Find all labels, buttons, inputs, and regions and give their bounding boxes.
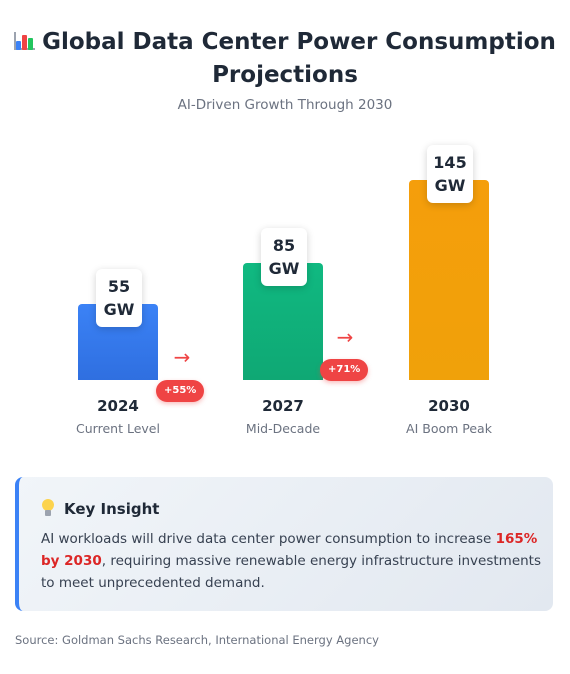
category-sublabel: Current Level: [76, 421, 160, 436]
insight-text-after: , requiring massive renewable energy inf…: [41, 553, 542, 591]
category-sublabel: AI Boom Peak: [406, 421, 492, 436]
bar-value: 145: [433, 153, 467, 172]
chart-title: Global Data Center Power Consumption Pro…: [0, 26, 570, 92]
bar-unit: GW: [103, 300, 135, 319]
insight-highlight: 165% by 2030: [41, 531, 538, 569]
bar-2030: [409, 180, 489, 380]
category-sublabel: Mid-Decade: [245, 421, 321, 436]
growth-badge: +71%: [320, 359, 369, 381]
insight-text-before: AI workloads will drive data center powe…: [41, 531, 496, 547]
key-insight-title: Key Insight: [64, 500, 160, 518]
bar-value: 55: [107, 277, 131, 296]
bar-value-label: 85 GW: [261, 228, 307, 286]
category-label: 2024: [97, 397, 139, 415]
growth-arrow-icon: →: [173, 345, 191, 369]
lightbulb-icon: [41, 499, 55, 517]
growth-badge: +55%: [156, 380, 205, 402]
bar-value-label: 145 GW: [427, 145, 473, 203]
key-insight-card: Key Insight AI workloads will drive data…: [15, 477, 553, 611]
key-insight-heading: Key Insight: [41, 499, 159, 518]
key-insight-text: AI workloads will drive data center powe…: [41, 528, 541, 594]
growth-arrow-icon: →: [336, 325, 354, 349]
bar-value-label: 55 GW: [96, 269, 142, 327]
bar-unit: GW: [434, 176, 466, 195]
chart-subtitle: AI-Driven Growth Through 2030: [177, 97, 393, 113]
source-note: Source: Goldman Sachs Research, Internat…: [15, 633, 379, 647]
bar-chart: 55 GW 2024 Current Level 85 GW 2027 Mid-Decade 1…: [76, 145, 492, 436]
category-label: 2027: [262, 397, 304, 415]
category-label: 2030: [428, 397, 470, 415]
chart-title-text: Global Data Center Power Consumption Pro…: [42, 29, 556, 88]
bar-unit: GW: [268, 259, 300, 278]
bar-chart-icon: [14, 32, 36, 50]
bar-value: 85: [272, 236, 296, 255]
